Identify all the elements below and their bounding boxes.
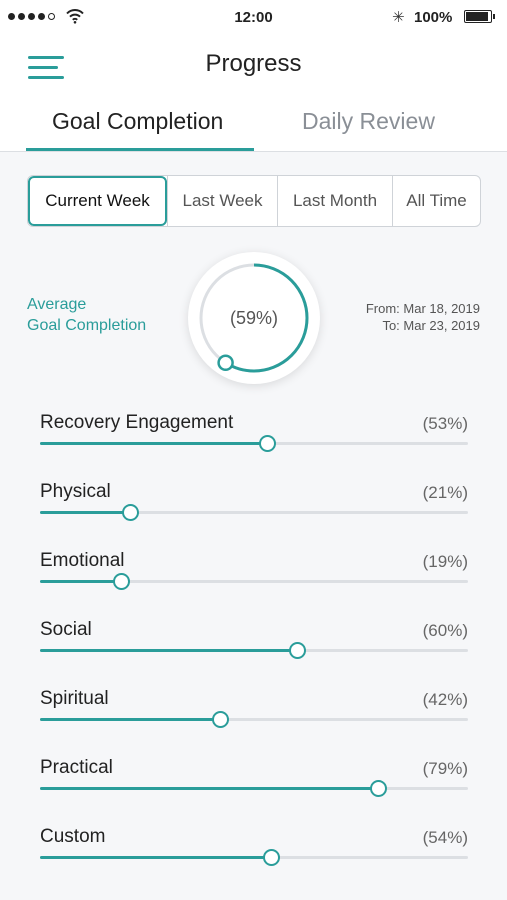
metric-label: Custom: [40, 826, 106, 847]
segment-all-time[interactable]: All Time: [392, 176, 480, 226]
metric-percent: (79%): [422, 759, 468, 778]
metric-label: Spiritual: [40, 688, 109, 709]
average-label-line2: Goal Completion: [27, 317, 147, 334]
metric-row: Physical (21%): [40, 481, 468, 531]
metric-slider-thumb[interactable]: [113, 573, 131, 590]
average-label-line1: Average: [27, 296, 87, 313]
metric-label: Social: [40, 619, 92, 640]
period-selector: Current Week Last Week Last Month All Ti…: [27, 175, 481, 227]
hamburger-icon: [28, 56, 64, 59]
metric-slider-thumb[interactable]: [263, 849, 281, 866]
metric-slider-track: [40, 642, 468, 659]
metric-percent: (60%): [422, 621, 468, 640]
active-tab-indicator: [26, 148, 254, 151]
segment-last-week[interactable]: Last Week: [167, 176, 277, 226]
signal-icon: [8, 13, 55, 20]
metric-slider-fill: [40, 718, 220, 721]
battery-icon: [464, 10, 495, 23]
metric-percent: (19%): [422, 552, 468, 571]
wifi-icon: [66, 9, 84, 24]
tab-daily-review[interactable]: Daily Review: [302, 108, 435, 134]
metric-percent: (54%): [422, 828, 468, 847]
average-label: Average Goal Completion: [27, 294, 146, 336]
metric-slider-thumb[interactable]: [370, 780, 388, 797]
status-bar: 12:00 ✳ 100%: [0, 0, 507, 36]
metric-label: Recovery Engagement: [40, 412, 234, 433]
metric-slider-track: [40, 504, 468, 521]
metric-slider-track: [40, 711, 468, 728]
metric-label: Practical: [40, 757, 113, 778]
metric-slider-fill: [40, 856, 272, 859]
metric-row: Practical (79%): [40, 757, 468, 807]
metric-slider-fill: [40, 649, 297, 652]
date-to: To: Mar 23, 2019: [382, 318, 480, 333]
metric-slider-fill: [40, 442, 267, 445]
ring-thumb: [217, 354, 234, 371]
metric-slider-thumb[interactable]: [121, 504, 139, 521]
menu-button[interactable]: [28, 54, 64, 80]
metric-slider-track: [40, 849, 468, 866]
date-from: From: Mar 18, 2019: [365, 301, 480, 316]
metric-slider-thumb[interactable]: [211, 711, 229, 728]
metric-percent: (53%): [422, 414, 468, 433]
average-progress-ring: (59%): [188, 252, 320, 384]
ring-progress: [199, 263, 309, 373]
metric-percent: (42%): [422, 690, 468, 709]
metric-slider-thumb[interactable]: [288, 642, 306, 659]
metric-slider-fill: [40, 787, 379, 790]
tab-goal-completion[interactable]: Goal Completion: [52, 108, 224, 134]
metric-slider-track: [40, 573, 468, 590]
metric-slider-fill: [40, 511, 130, 514]
header: Progress Goal Completion Daily Review: [0, 36, 507, 152]
date-range: From: Mar 18, 2019 To: Mar 23, 2019: [366, 300, 480, 334]
battery-percent: 100%: [414, 9, 453, 26]
page-title: Progress: [205, 50, 302, 77]
metric-row: Spiritual (42%): [40, 688, 468, 738]
metric-row: Social (60%): [40, 619, 468, 669]
status-time: 12:00: [234, 9, 273, 26]
metric-percent: (21%): [422, 483, 468, 502]
metric-row: Recovery Engagement (53%): [40, 412, 468, 462]
metric-slider-thumb[interactable]: [258, 435, 276, 452]
average-percent: (59%): [229, 308, 278, 328]
metric-label: Emotional: [40, 550, 125, 571]
segment-last-month[interactable]: Last Month: [277, 176, 392, 226]
metric-label: Physical: [40, 481, 111, 502]
metric-slider-track: [40, 780, 468, 797]
metric-row: Custom (54%): [40, 826, 468, 876]
metric-slider-track: [40, 435, 468, 452]
segment-current-week[interactable]: Current Week: [28, 176, 167, 226]
bluetooth-icon: ✳: [392, 9, 405, 26]
metric-slider-fill: [40, 580, 122, 583]
metric-row: Emotional (19%): [40, 550, 468, 600]
